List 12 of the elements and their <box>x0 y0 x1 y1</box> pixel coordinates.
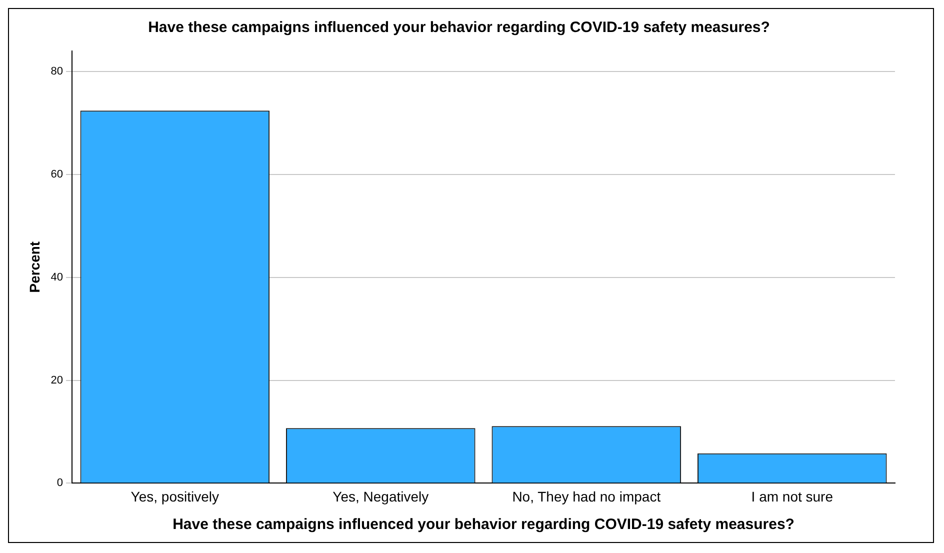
x-tick-label: Yes, Negatively <box>332 488 429 504</box>
y-tick-label: 0 <box>56 477 64 490</box>
x-axis-title: Have these campaigns influenced your behavior regarding COVID-19 safety measures? <box>172 516 794 534</box>
x-tick-label: No, They had no impact <box>512 488 661 504</box>
y-tick-label: 20 <box>50 374 64 386</box>
x-tick-label: I am not sure <box>751 488 834 504</box>
y-axis-title: Percent <box>26 241 42 293</box>
x-tick-label: Yes, positively <box>130 488 220 504</box>
y-tick-label: 40 <box>50 271 64 284</box>
chart-title: Have these campaigns influenced your behavior regarding COVID-19 safety measures? <box>148 19 770 36</box>
y-tick-label: 80 <box>50 66 64 78</box>
y-tick-label: 60 <box>50 168 64 181</box>
